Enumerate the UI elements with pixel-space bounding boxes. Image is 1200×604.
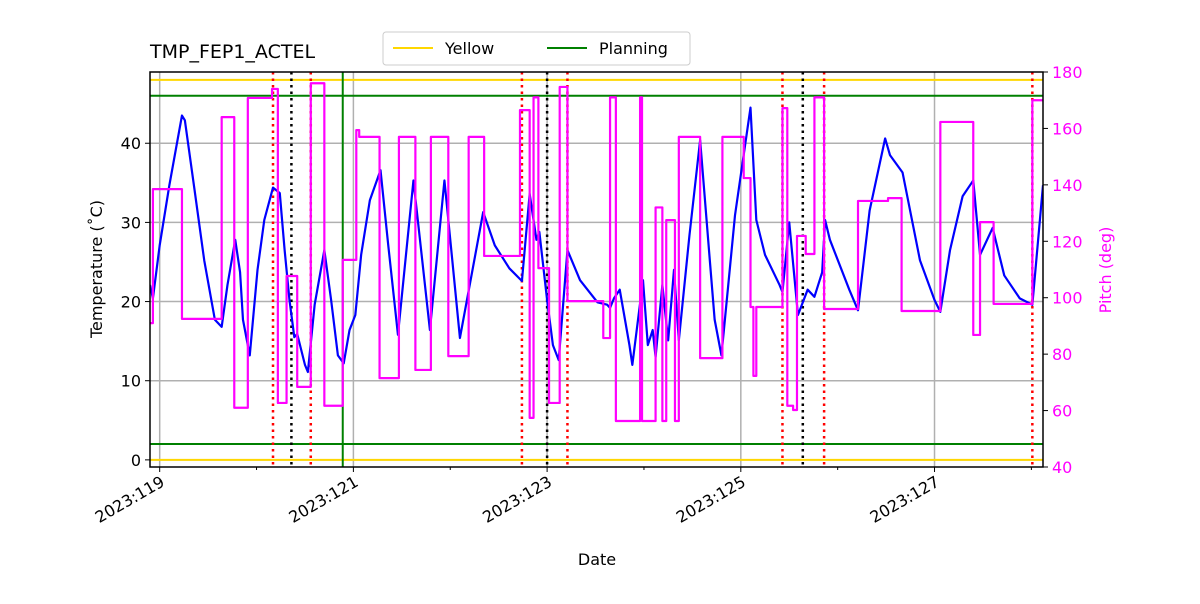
y2-axis-label: Pitch (deg) (1096, 227, 1115, 314)
chart-title: TMP_FEP1_ACTEL (149, 41, 315, 63)
y2-tick-label: 100 (1052, 289, 1083, 308)
y2-tick-label: 40 (1052, 458, 1072, 477)
y-tick-label: 10 (121, 372, 141, 391)
x-tick-label: 2023:123 (479, 472, 555, 527)
x-axis-label: Date (578, 550, 616, 569)
legend: Yellow Planning (382, 31, 691, 66)
y2-tick-label: 60 (1052, 402, 1072, 421)
y2-tick-label: 80 (1052, 345, 1072, 364)
y-tick-label: 0 (131, 451, 141, 470)
grid (150, 72, 1043, 467)
y2-tick-label: 160 (1052, 119, 1083, 138)
y2-tick-label: 180 (1052, 63, 1083, 82)
y-axis-label: Temperature (˚C) (87, 200, 106, 339)
x-tick-label: 2023:125 (673, 472, 749, 527)
x-tick-label: 2023:127 (867, 472, 943, 527)
x-tick-label: 2023:121 (286, 472, 362, 527)
y-tick-label: 20 (121, 293, 141, 312)
pitch-line (150, 82, 1043, 423)
y2-tick-label: 140 (1052, 176, 1083, 195)
temperature-line (150, 106, 1043, 374)
plot-frame (149, 71, 1044, 468)
series (150, 82, 1043, 423)
legend-label-planning: Planning (599, 39, 668, 58)
legend-label-yellow: Yellow (444, 39, 494, 58)
y2-tick-label: 120 (1052, 232, 1083, 251)
event-lines (271, 72, 1034, 467)
y-tick-label: 40 (121, 134, 141, 153)
limit-lines (150, 78, 1043, 461)
y-tick-label: 30 (121, 213, 141, 232)
x-tick-label: 2023:119 (92, 472, 168, 527)
